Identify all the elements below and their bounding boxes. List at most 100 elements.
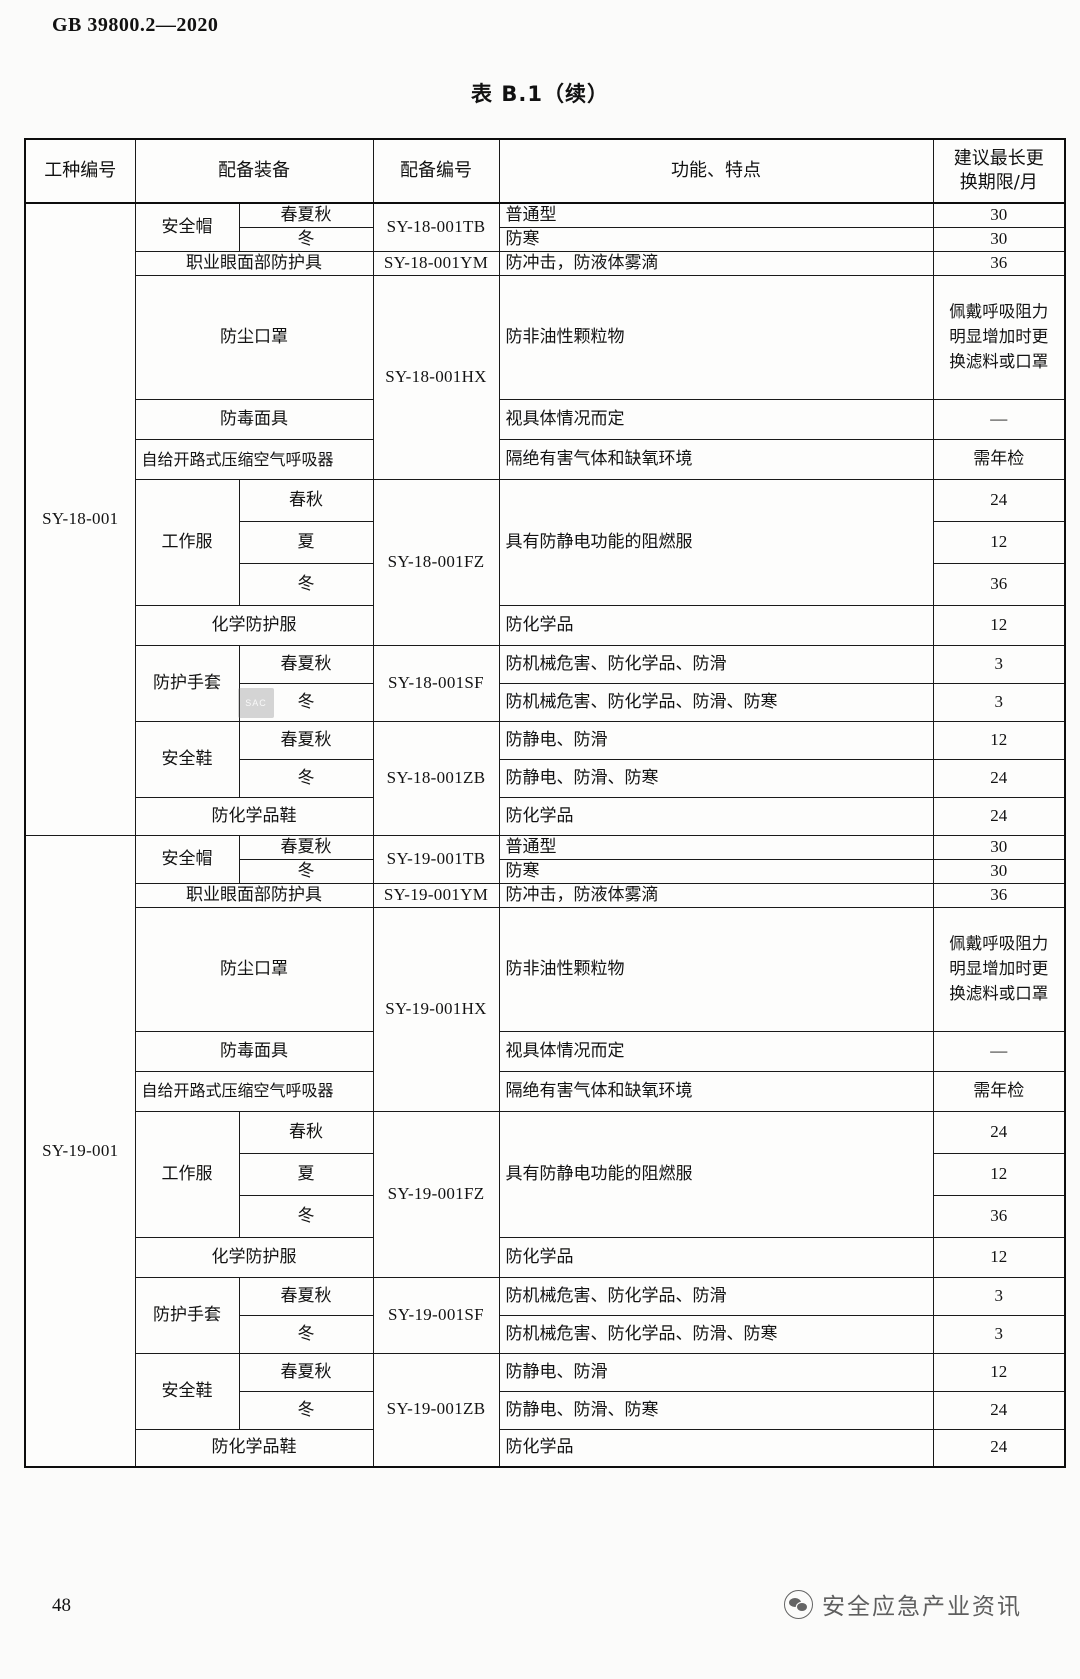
cell-function: 具有防静电功能的阻燃服 <box>498 1110 934 1238</box>
cell-period: 12 <box>932 1152 1066 1196</box>
cell-function: 视具体情况而定 <box>498 1030 934 1072</box>
table-row: 工作服 春秋 SY-19-001FZ 具有防静电功能的阻燃服 24 <box>25 1110 1066 1278</box>
cell-equipment-code: SY-19-001SF <box>372 1276 500 1354</box>
cell-function: 防机械危害、防化学品、防滑、防寒 <box>498 1314 934 1354</box>
cell-function: 防化学品 <box>498 796 934 836</box>
cell-period: 12 <box>932 1352 1066 1392</box>
cell-season: 春夏秋 <box>238 1276 374 1316</box>
cell-period: 24 <box>932 478 1066 522</box>
cell-equipment: 自给开路式压缩空气呼吸器 <box>134 438 374 480</box>
cell-period: 佩戴呼吸阻力 明显增加时更 换滤料或口罩 <box>932 906 1066 1032</box>
cell-function: 防机械危害、防化学品、防滑 <box>498 1276 934 1316</box>
cell-equipment: 工作服 <box>134 478 240 606</box>
table-row: SY-18-001 安全帽 春夏秋 SY-18-001TB 普通型 30 <box>24 202 1066 836</box>
cell-function: 防寒 <box>498 858 934 884</box>
cell-job-code: SY-18-001 <box>24 202 136 836</box>
table-row: 防化学品鞋 防化学品 24 <box>25 1428 1066 1468</box>
cell-season: 冬 <box>238 226 374 252</box>
table-b1-container: 工种编号 配备装备 配备编号 功能、特点 建议最长更 换期限/月 SY-18-0… <box>24 138 1066 1469</box>
table-row: 防毒面具 视具体情况而定 — <box>25 1030 1066 1072</box>
page-number: 48 <box>52 1595 71 1616</box>
cell-period: 24 <box>932 1390 1066 1430</box>
table-row: 冬 36 <box>25 562 1066 606</box>
cell-season: 冬 <box>238 1194 374 1238</box>
table-row: 冬 防寒 30 <box>25 226 1066 252</box>
cell-period: 12 <box>932 1236 1066 1278</box>
table-row: 自给开路式压缩空气呼吸器 隔绝有害气体和缺氧环境 需年检 <box>25 1070 1066 1112</box>
cell-function: 隔绝有害气体和缺氧环境 <box>498 438 934 480</box>
cell-equipment-code: SY-18-001YM <box>372 250 500 276</box>
table-caption: 表 B.1（续） <box>471 82 609 106</box>
table-row: 冬 防机械危害、防化学品、防滑、防寒 3 <box>25 682 1066 722</box>
cell-equipment: 职业眼面部防护具 <box>134 250 374 276</box>
table-row: 化学防护服 防化学品 12 <box>25 604 1066 646</box>
table-row: 防毒面具 视具体情况而定 — <box>25 398 1066 440</box>
cell-season: 春夏秋 <box>238 644 374 684</box>
cell-season: 春夏秋 <box>238 720 374 760</box>
cell-equipment-code: SY-18-001ZB <box>372 720 500 836</box>
cell-period: 3 <box>932 682 1066 722</box>
cell-function: 防冲击，防液体雾滴 <box>498 250 934 276</box>
cell-season: 春夏秋 <box>238 1352 374 1392</box>
table-row: 职业眼面部防护具 SY-19-001YM 防冲击，防液体雾滴 36 <box>25 882 1066 908</box>
cell-period: 36 <box>932 562 1066 606</box>
cell-period: 36 <box>932 250 1066 276</box>
period-line-1: 佩戴呼吸阻力 <box>949 302 1049 322</box>
column-header-job-code: 工种编号 <box>24 138 136 204</box>
column-header-equipment: 配备装备 <box>134 138 374 204</box>
cell-function: 防机械危害、防化学品、防滑 <box>498 644 934 684</box>
cell-season: 冬 <box>238 682 374 722</box>
wechat-watermark-text: 安全应急产业资讯 <box>822 1594 1022 1620</box>
cell-equipment: 安全鞋 <box>134 720 240 798</box>
cell-period: 24 <box>932 1110 1066 1154</box>
cell-period: 30 <box>932 226 1066 252</box>
period-line-2: 明显增加时更 <box>949 958 1049 978</box>
cell-function: 普通型 <box>498 202 934 228</box>
table-row: 夏 12 <box>25 520 1066 564</box>
cell-equipment: 化学防护服 <box>134 604 374 646</box>
cell-period: 12 <box>932 520 1066 564</box>
cell-period: 12 <box>932 604 1066 646</box>
cell-equipment: 防尘口罩 <box>134 274 374 400</box>
table-row: SY-19-001 安全帽 春夏秋 SY-19-001TB 普通型 30 <box>24 834 1066 1468</box>
cell-season: 冬 <box>238 758 374 798</box>
cell-season: 冬 <box>238 1390 374 1430</box>
cell-equipment: 防护手套 <box>134 1276 240 1354</box>
period-line-3: 换滤料或口罩 <box>949 983 1049 1003</box>
cell-period: 30 <box>932 834 1066 860</box>
table-row: 冬 防静电、防滑、防寒 24 <box>25 758 1066 798</box>
cell-function: 防化学品 <box>498 1236 934 1278</box>
cell-equipment: 防护手套 <box>134 644 240 722</box>
cell-equipment: 安全鞋 <box>134 1352 240 1430</box>
cell-equipment-code: SY-18-001SF <box>372 644 500 722</box>
cell-equipment: 防毒面具 <box>134 1030 374 1072</box>
cell-equipment-code: SY-18-001TB <box>372 202 500 252</box>
table-row: 防护手套 春夏秋 SY-18-001SF 防机械危害、防化学品、防滑 3 <box>25 644 1066 722</box>
cell-function: 防静电、防滑 <box>498 1352 934 1392</box>
cell-period: 36 <box>932 1194 1066 1238</box>
period-line-2: 明显增加时更 <box>949 326 1049 346</box>
cell-period: — <box>932 398 1066 440</box>
cell-equipment-code: SY-18-001HX <box>372 274 500 480</box>
table-row: 自给开路式压缩空气呼吸器 隔绝有害气体和缺氧环境 需年检 <box>25 438 1066 480</box>
cell-season: 夏 <box>238 520 374 564</box>
cell-function: 视具体情况而定 <box>498 398 934 440</box>
cell-equipment-code: SY-19-001FZ <box>372 1110 500 1278</box>
table-row: 职业眼面部防护具 SY-18-001YM 防冲击，防液体雾滴 36 <box>25 250 1066 276</box>
table-b1: 工种编号 配备装备 配备编号 功能、特点 建议最长更 换期限/月 SY-18-0… <box>24 138 1066 1469</box>
cell-job-code: SY-19-001 <box>24 834 136 1468</box>
table-row: 安全鞋 春夏秋 SY-19-001ZB 防静电、防滑 12 <box>25 1352 1066 1468</box>
cell-season: 春秋 <box>238 1110 374 1154</box>
cell-equipment-code: SY-19-001YM <box>372 882 500 908</box>
table-row: 防护手套 春夏秋 SY-19-001SF 防机械危害、防化学品、防滑 3 <box>25 1276 1066 1354</box>
column-header-function: 功能、特点 <box>498 138 934 204</box>
cell-equipment-code: SY-18-001FZ <box>372 478 500 646</box>
cell-season: 冬 <box>238 858 374 884</box>
cell-function: 防非油性颗粒物 <box>498 906 934 1032</box>
cell-period: 24 <box>932 758 1066 798</box>
cell-equipment-code: SY-19-001TB <box>372 834 500 884</box>
cell-period: 需年检 <box>932 1070 1066 1112</box>
table-row: 防尘口罩 SY-18-001HX 防非油性颗粒物 佩戴呼吸阻力 明显增加时更 换… <box>25 274 1066 480</box>
cell-equipment: 职业眼面部防护具 <box>134 882 374 908</box>
